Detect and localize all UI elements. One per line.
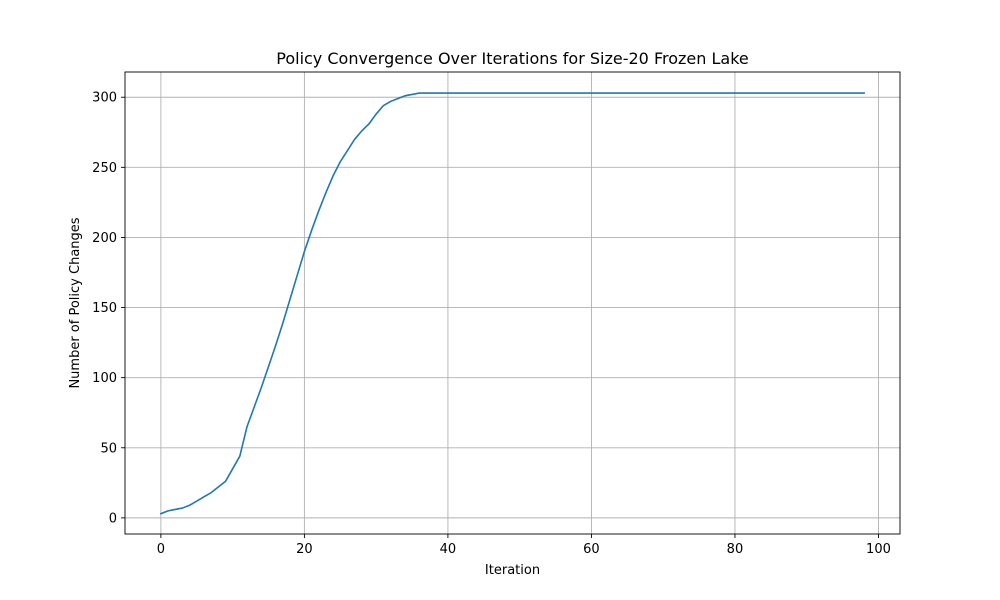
grid <box>125 72 900 534</box>
y-tick-label: 250 <box>92 161 117 176</box>
series-layer <box>159 92 865 515</box>
chart-title: Policy Convergence Over Iterations for S… <box>276 49 748 68</box>
y-tick-label: 150 <box>92 301 117 316</box>
ticks: 0 20 40 60 80 100 0 50 100 150 200 250 300 <box>92 91 891 557</box>
y-tick-label: 0 <box>109 511 117 526</box>
y-tick-label: 50 <box>100 441 117 456</box>
x-tick-label: 100 <box>866 542 891 557</box>
x-tick-label: 40 <box>440 542 457 557</box>
y-tick-label: 100 <box>92 371 117 386</box>
x-axis-label: Iteration <box>485 563 540 578</box>
x-tick-label: 60 <box>583 542 600 557</box>
y-tick-label: 300 <box>92 91 117 106</box>
plot-frame <box>124 71 901 535</box>
x-tick-label: 20 <box>296 542 313 557</box>
series-line <box>159 92 865 515</box>
x-tick-label: 0 <box>157 542 165 557</box>
y-tick-label: 200 <box>92 231 117 246</box>
x-tick-label: 80 <box>727 542 744 557</box>
y-axis-label: Number of Policy Changes <box>68 217 83 388</box>
